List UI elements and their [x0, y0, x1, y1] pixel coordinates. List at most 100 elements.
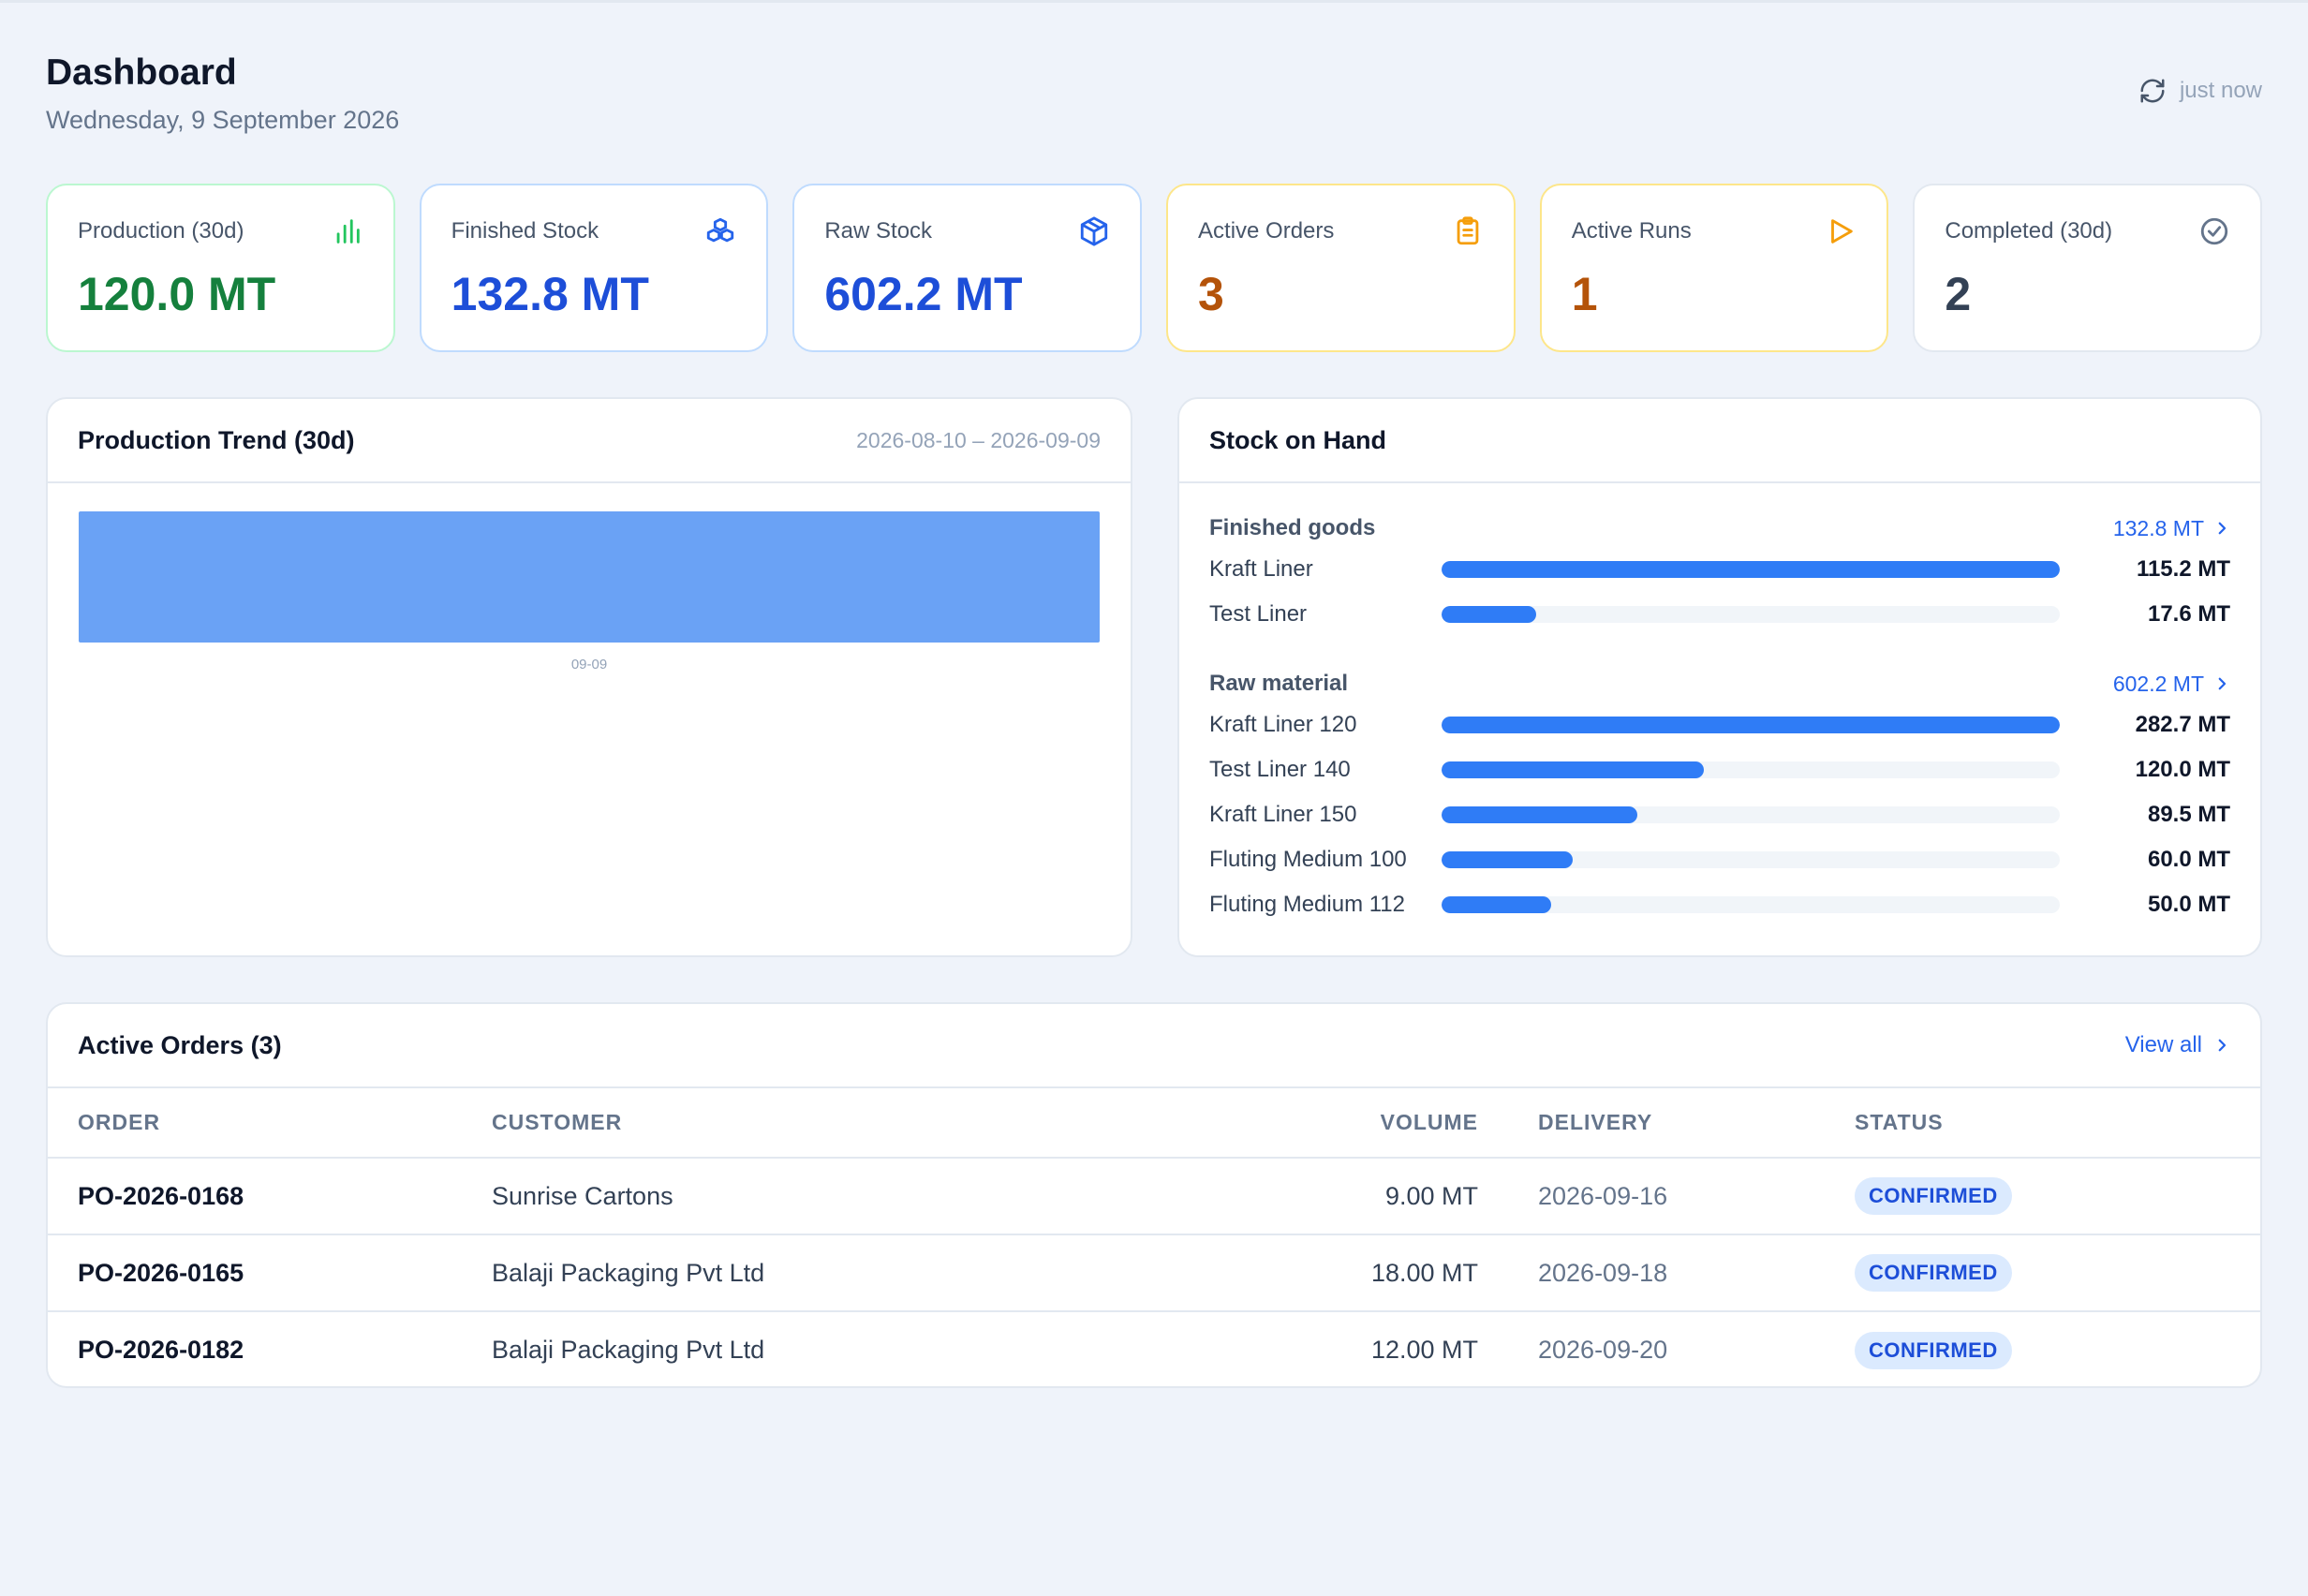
- table-row[interactable]: PO-2026-0165 Balaji Packaging Pvt Ltd 18…: [48, 1234, 2260, 1312]
- stock-bar-track: [1442, 761, 2060, 778]
- stock-item-name: Kraft Liner: [1209, 556, 1313, 582]
- stock-item-name: Kraft Liner 120: [1209, 712, 1357, 737]
- page-header: Dashboard Wednesday, 9 September 2026 ju…: [46, 49, 2262, 142]
- kpi-value: 120.0 MT: [78, 268, 276, 320]
- stock-item-value: 282.7 MT: [2135, 712, 2230, 737]
- stock-group-total-link[interactable]: 132.8 MT: [2113, 516, 2230, 541]
- stock-bar-track: [1442, 717, 2060, 733]
- stock-bar-track: [1442, 851, 2060, 868]
- delivery-date: 2026-09-16: [1478, 1158, 1855, 1235]
- play-icon: [1831, 219, 1854, 244]
- customer-name: Sunrise Cartons: [492, 1158, 1166, 1235]
- stock-bar-fill: [1442, 806, 1638, 823]
- page-title: Dashboard: [46, 52, 237, 93]
- stock-bar-fill: [1442, 561, 2060, 578]
- order-id[interactable]: PO-2026-0182: [78, 1336, 244, 1364]
- table-header-row: ORDER CUSTOMER VOLUME DELIVERY STATUS: [48, 1088, 2260, 1159]
- stock-row: Fluting Medium 112 50.0 MT: [1209, 882, 2230, 927]
- package-icon: [1080, 216, 1108, 246]
- stock-bar-fill: [1442, 606, 1536, 623]
- status-badge: CONFIRMED: [1855, 1254, 2012, 1292]
- stock-bar-track: [1442, 896, 2060, 913]
- order-volume: 12.00 MT: [1370, 1336, 1478, 1364]
- stock-item-value: 50.0 MT: [2147, 892, 2230, 917]
- stock-group-total: 602.2 MT: [2112, 671, 2204, 696]
- delivery-date: 2026-09-20: [1538, 1336, 1668, 1364]
- status-cell: CONFIRMED: [1855, 1234, 2260, 1312]
- kpi-row: Production (30d) 120.0 MT Finished Stock…: [46, 184, 2263, 352]
- stock-group-header: Raw material 602.2 MT: [1209, 665, 2230, 702]
- column-header-order[interactable]: ORDER: [48, 1088, 492, 1159]
- status-badge: CONFIRMED: [1855, 1177, 2012, 1215]
- kpi-label: Production (30d): [78, 218, 244, 244]
- stock-item-name: Test Liner: [1209, 601, 1308, 627]
- table-row[interactable]: PO-2026-0168 Sunrise Cartons 9.00 MT 202…: [48, 1158, 2260, 1235]
- column-header-delivery[interactable]: DELIVERY: [1478, 1088, 1855, 1159]
- stock-row: Kraft Liner 120 282.7 MT: [1209, 702, 2230, 747]
- trend-bar[interactable]: [79, 511, 1100, 643]
- production-trend-panel: Production Trend (30d) 2026-08-10 – 2026…: [46, 397, 1132, 957]
- kpi-label: Completed (30d): [1945, 218, 2113, 244]
- column-header-status[interactable]: STATUS: [1855, 1088, 2260, 1159]
- group-spacer: [1209, 637, 2230, 665]
- chevron-right-icon: [2218, 677, 2227, 690]
- stock-row: Test Liner 17.6 MT: [1209, 592, 2230, 637]
- top-border: [0, 0, 2308, 3]
- kpi-label: Raw Stock: [824, 218, 933, 244]
- production-trend-chart: 09-09: [79, 511, 1100, 672]
- stock-item-value: 115.2 MT: [2136, 556, 2230, 582]
- stock-bar-fill: [1442, 851, 1573, 868]
- kpi-label: Active Runs: [1571, 218, 1692, 244]
- active-orders-panel: Active Orders (3) View all ORDER CUSTOME…: [46, 1002, 2262, 1388]
- stock-bar-fill: [1442, 896, 1551, 913]
- column-header-customer[interactable]: CUSTOMER: [492, 1088, 1166, 1159]
- view-all-link[interactable]: View all: [2125, 1032, 2230, 1058]
- stock-bar-track: [1442, 561, 2060, 578]
- table-row[interactable]: PO-2026-0182 Balaji Packaging Pvt Ltd 12…: [48, 1311, 2260, 1386]
- kpi-card-finished-stock: Finished Stock 132.8 MT: [419, 184, 769, 352]
- stock-group-total: 132.8 MT: [2112, 515, 2204, 540]
- stock-group-header: Finished goods 132.8 MT: [1209, 510, 2230, 547]
- stock-item-name: Kraft Liner 150: [1209, 802, 1357, 827]
- clipboard-icon: [1457, 216, 1479, 245]
- kpi-value: 132.8 MT: [451, 268, 649, 320]
- order-volume: 18.00 MT: [1166, 1234, 1478, 1312]
- kpi-value: 3: [1198, 268, 1224, 320]
- stock-row: Kraft Liner 150 89.5 MT: [1209, 792, 2230, 837]
- panel-title: Production Trend (30d): [78, 425, 355, 454]
- view-all-label: View all: [2124, 1032, 2202, 1057]
- page-date: Wednesday, 9 September 2026: [46, 106, 400, 134]
- stock-item-value: 120.0 MT: [2135, 757, 2230, 782]
- chevron-right-icon: [2218, 1039, 2227, 1052]
- stock-item-value: 17.6 MT: [2147, 601, 2230, 627]
- stock-row: Fluting Medium 100 60.0 MT: [1209, 837, 2230, 882]
- orders-table: ORDER CUSTOMER VOLUME DELIVERY STATUS PO…: [48, 1088, 2260, 1386]
- stock-list: Finished goods 132.8 MT Kraft Liner 115.2 M…: [1179, 483, 2260, 927]
- stock-group-total-link[interactable]: 602.2 MT: [2113, 672, 2230, 697]
- stock-item-name: Fluting Medium 100: [1209, 847, 1407, 872]
- refresh-button[interactable]: just now: [2138, 77, 2262, 105]
- stock-item-value: 60.0 MT: [2147, 847, 2230, 872]
- stock-item-value: 89.5 MT: [2147, 802, 2230, 827]
- stock-bar-fill: [1442, 761, 1704, 778]
- kpi-label: Finished Stock: [451, 218, 599, 244]
- kpi-label: Active Orders: [1198, 218, 1335, 244]
- stock-bar-track: [1442, 806, 2060, 823]
- column-header-volume[interactable]: VOLUME: [1166, 1088, 1478, 1159]
- status-cell: CONFIRMED: [1855, 1158, 2260, 1235]
- stock-group-title: Finished goods: [1209, 515, 1376, 540]
- order-id[interactable]: PO-2026-0165: [48, 1234, 492, 1312]
- panel-header: Stock on Hand: [1179, 399, 2260, 483]
- panel-title: Active Orders (3): [78, 1030, 282, 1059]
- panel-title: Stock on Hand: [1209, 425, 1387, 454]
- stock-bar-fill: [1442, 717, 2060, 733]
- kpi-value: 602.2 MT: [824, 268, 1023, 320]
- delivery-date: 2026-09-18: [1478, 1234, 1855, 1312]
- stock-on-hand-panel: Stock on Hand Finished goods 132.8 MT Kraf…: [1177, 397, 2262, 957]
- status-badge: CONFIRMED: [1855, 1331, 2012, 1369]
- kpi-value: 1: [1571, 268, 1598, 320]
- kpi-card-production: Production (30d) 120.0 MT: [46, 184, 395, 352]
- order-id[interactable]: PO-2026-0168: [48, 1158, 492, 1235]
- panel-header: Production Trend (30d) 2026-08-10 – 2026…: [48, 399, 1131, 483]
- boxes-icon: [707, 217, 734, 243]
